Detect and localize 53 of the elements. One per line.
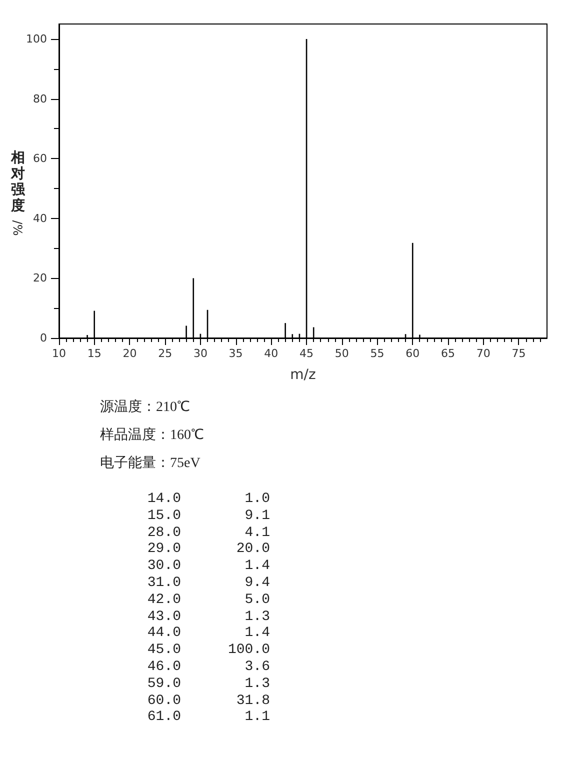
x-tick-label: 20: [122, 347, 137, 360]
text: 5.0: [244, 592, 270, 608]
x-tick-label: 10: [52, 347, 66, 360]
x-tick-label: 70: [476, 347, 490, 360]
text: 电子能量：75eV: [100, 454, 200, 472]
text: 9.4: [244, 574, 270, 591]
text: 1.4: [244, 558, 270, 574]
y-axis-title: 相对强度/%: [10, 150, 26, 236]
x-tick-label: 35: [228, 347, 243, 360]
y-tick-label: 80: [33, 92, 47, 106]
y-tick-label: 20: [33, 272, 47, 285]
text: 100.0: [228, 642, 270, 658]
text: 46.0: [147, 658, 181, 675]
text: 1.3: [244, 676, 270, 692]
x-tick-label: 25: [158, 347, 172, 360]
x-tick-label: 65: [440, 347, 455, 360]
x-tick-label: 15: [87, 347, 102, 360]
x-tick-label: 60: [406, 347, 420, 360]
text: 15.0: [147, 508, 181, 524]
text: 28.0: [147, 524, 181, 541]
text: 9.1: [244, 508, 270, 524]
x-tick-label: 50: [334, 347, 349, 360]
text: 14.0: [147, 491, 181, 507]
y-tick-label: 100: [26, 32, 47, 46]
y-tick-label: 60: [33, 152, 47, 166]
text: 1.3: [244, 608, 270, 625]
text: 29.0: [147, 541, 181, 558]
text: 44.0: [147, 625, 181, 642]
x-tick-label: 40: [264, 347, 278, 360]
text: 4.1: [244, 524, 270, 541]
text: 42.0: [147, 592, 181, 608]
text: 43.0: [147, 608, 181, 625]
text: 源温度：210℃: [100, 398, 190, 416]
text: 31.0: [147, 574, 181, 591]
x-tick-label: 45: [300, 347, 314, 360]
x-tick-label: 30: [193, 347, 208, 360]
text: 样品温度：160℃: [100, 426, 204, 444]
x-axis-title: m/z: [290, 367, 316, 383]
text: 31.8: [236, 692, 270, 709]
x-tick-label: 55: [370, 347, 384, 360]
text: 1.0: [244, 491, 270, 507]
y-tick-label: 40: [33, 212, 47, 225]
text: 1.4: [244, 625, 270, 642]
text: 59.0: [147, 676, 181, 692]
text: 30.0: [147, 558, 181, 574]
text: 45.0: [147, 642, 181, 658]
text: 3.6: [244, 658, 270, 675]
text: 1.1: [244, 709, 270, 726]
y-tick-label: 0: [40, 332, 47, 344]
text: 20.0: [236, 541, 270, 558]
text: 60.0: [147, 692, 181, 709]
text: 61.0: [147, 709, 181, 726]
x-tick-label: 75: [512, 347, 526, 360]
